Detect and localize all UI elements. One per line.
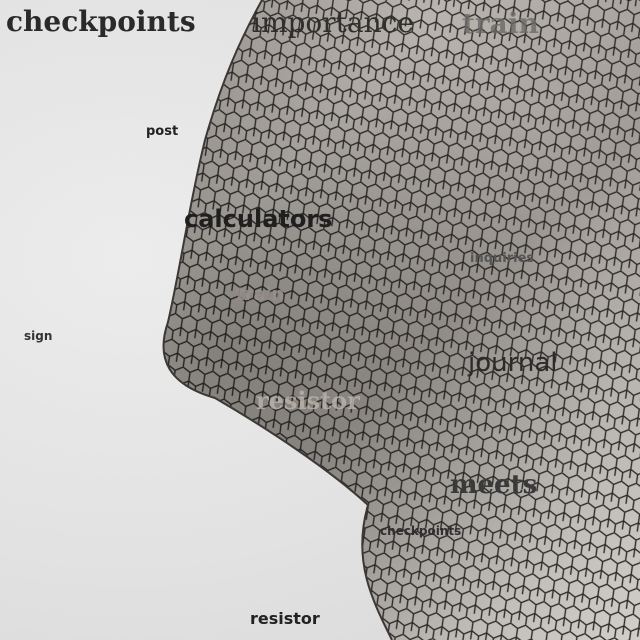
word-meets: meets xyxy=(450,470,538,500)
word-journal: journal xyxy=(468,348,558,378)
word-inquiries: inquiries xyxy=(470,251,535,266)
word-importance: importance xyxy=(252,6,414,39)
word-checkpoints-bottom: checkpoints xyxy=(380,524,462,538)
word-calculators: calculators xyxy=(184,205,333,233)
word-checkpoints-top: checkpoints xyxy=(6,5,196,38)
word-post: post xyxy=(146,124,179,139)
word-train-middle: train xyxy=(236,284,285,305)
word-train-top: train xyxy=(462,7,539,40)
word-resistor-bottom: resistor xyxy=(250,609,320,628)
word-sign: sign xyxy=(24,329,53,343)
word-resistor-middle: resistor xyxy=(256,386,360,415)
